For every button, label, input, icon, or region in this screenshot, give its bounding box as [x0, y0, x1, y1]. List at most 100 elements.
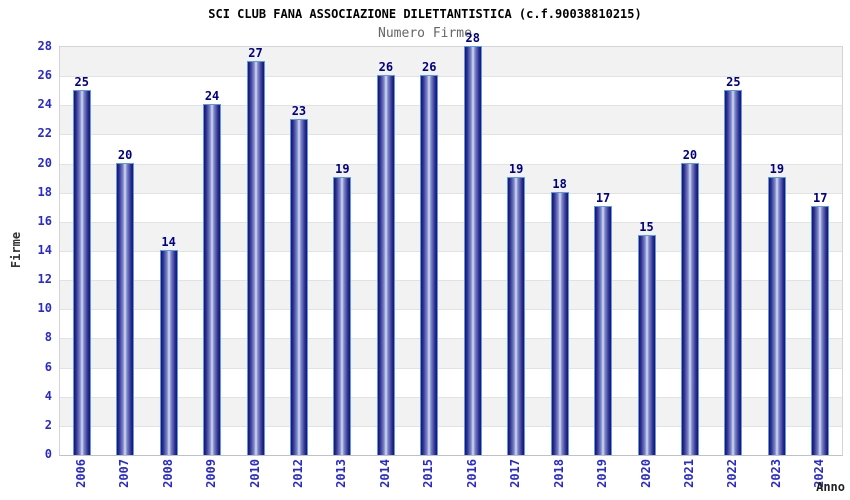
chart-title: SCI CLUB FANA ASSOCIAZIONE DILETTANTISTI… — [208, 7, 642, 21]
grid-line — [60, 338, 842, 340]
bar — [550, 191, 569, 455]
bar-value-label: 19 — [769, 162, 785, 177]
plot-area: 25 20 14 24 27 23 19 26 26 28 19 18 17 15 20 25 19 17 — [59, 31, 843, 456]
x-tick-label: 2022 — [725, 459, 740, 488]
bar-value-label: 17 — [813, 191, 828, 206]
y-tick-label: 10 — [37, 301, 52, 316]
bar — [463, 46, 482, 455]
bar-value-label: 25 — [726, 74, 741, 89]
x-tick-label: 2021 — [681, 459, 696, 488]
bar-value-label: 26 — [378, 60, 394, 75]
bar — [203, 104, 222, 455]
y-tick-label: 28 — [37, 39, 52, 53]
bar-value-label: 15 — [639, 220, 654, 235]
x-tick-label: 2009 — [204, 459, 219, 488]
bar — [724, 89, 743, 455]
grid-line — [60, 192, 842, 194]
bar — [72, 89, 91, 455]
grid-band — [60, 105, 842, 135]
bar — [289, 118, 308, 455]
x-tick-label: 2014 — [377, 459, 392, 488]
bar-value-label: 18 — [552, 176, 567, 191]
bar — [116, 162, 135, 455]
x-tick-label: 2008 — [160, 459, 175, 488]
x-tick-label: 2018 — [551, 459, 566, 488]
y-tick-label: 0 — [44, 447, 52, 461]
x-tick-label: 2010 — [247, 459, 262, 488]
x-tick-label: 2007 — [117, 459, 132, 488]
grid-band — [60, 338, 842, 368]
bar-value-label: 26 — [422, 60, 437, 75]
bar-value-label: 19 — [508, 162, 524, 177]
y-tick-label: 26 — [37, 68, 52, 83]
grid-line — [60, 105, 842, 107]
bar-value-label: 23 — [291, 103, 307, 118]
x-tick-label: 2023 — [768, 459, 783, 488]
bar-value-label: 25 — [74, 74, 89, 89]
y-tick-label: 6 — [44, 359, 52, 374]
y-tick-label: 14 — [37, 243, 52, 257]
y-tick-label: 20 — [37, 155, 52, 170]
grid-line — [60, 134, 842, 136]
x-tick-label: 2016 — [464, 459, 479, 488]
y-tick-label: 8 — [44, 330, 52, 345]
grid-band — [60, 251, 842, 281]
bar — [680, 162, 699, 455]
y-tick-label: 4 — [44, 388, 52, 403]
grid-band — [60, 163, 842, 193]
bar-value-label: 28 — [465, 31, 480, 45]
bar — [159, 250, 178, 455]
grid-line — [60, 309, 842, 311]
bar-value-label: 19 — [335, 162, 350, 177]
grid-band — [60, 367, 842, 397]
y-tick-label: 18 — [37, 184, 52, 199]
grid-line — [60, 396, 842, 398]
bar — [420, 75, 439, 455]
y-tick-label: 2 — [44, 417, 52, 432]
bar-value-label: 17 — [595, 191, 611, 206]
bar-value-label: 20 — [682, 147, 698, 162]
grid-band — [60, 280, 842, 310]
grid-band — [60, 425, 842, 455]
bar — [767, 177, 786, 455]
grid-line — [60, 76, 842, 78]
grid-band — [60, 192, 842, 222]
bar-value-label: 14 — [161, 235, 176, 249]
grid-band — [60, 309, 842, 339]
y-tick-label: 16 — [37, 213, 52, 228]
grid-line — [60, 221, 842, 223]
bar — [376, 75, 395, 455]
bar-value-label: 20 — [117, 147, 133, 162]
x-tick-label: 2019 — [595, 459, 610, 488]
grid-line — [60, 163, 842, 165]
chart-subtitle: Numero Firme — [378, 26, 472, 41]
grid-line — [60, 425, 842, 427]
x-tick-label: 2012 — [290, 459, 305, 488]
grid-line — [60, 367, 842, 369]
grid-band — [60, 76, 842, 106]
grid-band — [60, 134, 842, 164]
bar — [246, 60, 265, 455]
bar-value-label: 27 — [248, 45, 263, 60]
bar — [594, 206, 613, 455]
y-tick-label: 12 — [37, 272, 52, 287]
grid-line — [60, 251, 842, 252]
y-tick-label: 24 — [37, 97, 52, 112]
grid-line — [60, 280, 842, 282]
bar — [507, 177, 526, 455]
x-tick-label: 2020 — [638, 459, 653, 488]
bar — [333, 177, 352, 455]
x-tick-label: 2017 — [508, 459, 523, 488]
grid-band — [60, 47, 842, 77]
x-tick-label: 2006 — [73, 459, 88, 488]
x-tick-label: 2015 — [421, 459, 436, 488]
grid-band — [60, 396, 842, 426]
x-axis-label: Anno — [816, 480, 845, 494]
grid-band — [60, 221, 842, 251]
y-tick-label: 22 — [37, 126, 52, 141]
bar — [811, 206, 830, 455]
bar-value-label: 24 — [204, 89, 220, 104]
x-tick-label: 2013 — [334, 459, 349, 488]
bar — [637, 235, 656, 455]
